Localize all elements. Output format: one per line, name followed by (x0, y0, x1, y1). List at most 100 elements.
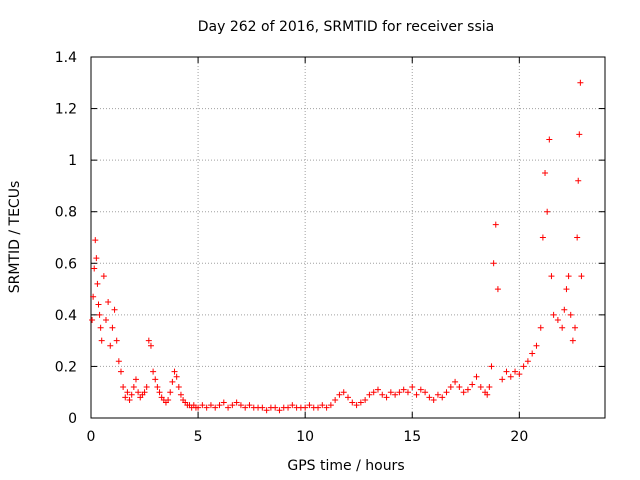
data-point-marker (488, 363, 495, 370)
data-point-marker (524, 358, 531, 365)
data-point-marker (473, 373, 480, 380)
x-tick-label: 15 (403, 429, 421, 445)
y-tick-label: 0.2 (55, 359, 77, 375)
data-point-marker (315, 404, 322, 411)
data-point-marker (430, 396, 437, 403)
data-point-marker (576, 131, 583, 138)
data-point-marker (167, 389, 174, 396)
data-point-marker (122, 394, 129, 401)
data-point-marker (173, 373, 180, 380)
data-point-marker (577, 79, 584, 86)
data-point-marker (574, 234, 581, 241)
data-point-marker (126, 396, 133, 403)
data-point-marker (115, 358, 122, 365)
y-axis-ticks: 0 0.2 0.4 0.6 0.8 1 1.2 1.4 (55, 50, 605, 427)
data-point-marker (452, 378, 459, 385)
data-point-marker (128, 391, 135, 398)
data-point-marker (392, 391, 399, 398)
x-axis-ticks: 0 5 10 15 20 (87, 57, 528, 445)
data-point-marker (477, 384, 484, 391)
data-point-marker (548, 273, 555, 280)
data-point-marker (422, 389, 429, 396)
data-point-marker (357, 399, 364, 406)
data-point-marker (569, 337, 576, 344)
data-point-marker (537, 324, 544, 331)
data-point-marker (366, 391, 373, 398)
data-point-marker (484, 391, 491, 398)
data-point-marker (544, 208, 551, 215)
data-point-marker (135, 389, 142, 396)
data-point-marker (132, 376, 139, 383)
y-tick-label: 1.2 (55, 102, 77, 118)
data-point-marker (492, 221, 499, 228)
data-point-marker (499, 376, 506, 383)
data-point-marker (130, 384, 137, 391)
data-point-marker (349, 399, 356, 406)
data-point-marker (207, 402, 214, 409)
data-point-marker (512, 368, 519, 375)
data-point-marker (460, 389, 467, 396)
data-point-marker (578, 273, 585, 280)
data-point-marker (117, 368, 124, 375)
data-point-marker (109, 324, 116, 331)
x-axis-label: GPS time / hours (287, 458, 404, 474)
data-point-marker (490, 260, 497, 267)
data-point-marker (456, 384, 463, 391)
data-point-marker (443, 389, 450, 396)
data-point-marker (169, 378, 176, 385)
data-point-marker (98, 337, 105, 344)
data-point-marker (95, 301, 102, 308)
x-tick-label: 5 (194, 429, 203, 445)
y-tick-label: 0.6 (55, 256, 77, 272)
data-point-marker (563, 286, 570, 293)
data-point-marker (417, 386, 424, 393)
data-point-marker (464, 386, 471, 393)
data-point-marker (409, 384, 416, 391)
data-point-marker (486, 384, 493, 391)
data-point-marker (195, 404, 202, 411)
data-point-marker (246, 402, 253, 409)
data-point-marker (396, 389, 403, 396)
data-point-marker (285, 404, 292, 411)
data-point-marker (225, 404, 232, 411)
data-point-marker (124, 389, 131, 396)
data-point-marker (154, 384, 161, 391)
data-point-marker (152, 376, 159, 383)
data-point-marker (212, 404, 219, 411)
data-point-marker (120, 384, 127, 391)
x-tick-label: 10 (296, 429, 314, 445)
data-point-marker (93, 255, 100, 262)
data-point-marker (111, 306, 118, 313)
data-point-marker (229, 402, 236, 409)
data-point-marker (546, 136, 553, 143)
y-tick-label: 0 (68, 411, 77, 427)
data-point-marker (374, 386, 381, 393)
data-point-marker (91, 265, 98, 272)
data-point-marker (203, 404, 210, 411)
data-point-marker (100, 273, 107, 280)
x-tick-label: 0 (87, 429, 96, 445)
data-point-marker (306, 402, 313, 409)
data-point-marker (404, 389, 411, 396)
data-point-marker (439, 394, 446, 401)
data-point-marker (216, 402, 223, 409)
data-point-marker (289, 402, 296, 409)
data-point-marker (400, 386, 407, 393)
data-point-marker (141, 389, 148, 396)
data-point-marker (175, 384, 182, 391)
data-point-marker (90, 293, 97, 300)
data-point-marker (113, 337, 120, 344)
data-point-marker (92, 237, 99, 244)
data-point-marker (147, 342, 154, 349)
data-point-marker (96, 311, 103, 318)
data-points (89, 79, 585, 414)
data-point-marker (379, 391, 386, 398)
data-point-marker (323, 404, 330, 411)
data-point-marker (575, 177, 582, 184)
data-point-marker (567, 311, 574, 318)
data-point-marker (370, 389, 377, 396)
data-point-marker (156, 389, 163, 396)
data-point-marker (559, 324, 566, 331)
data-point-marker (302, 404, 309, 411)
